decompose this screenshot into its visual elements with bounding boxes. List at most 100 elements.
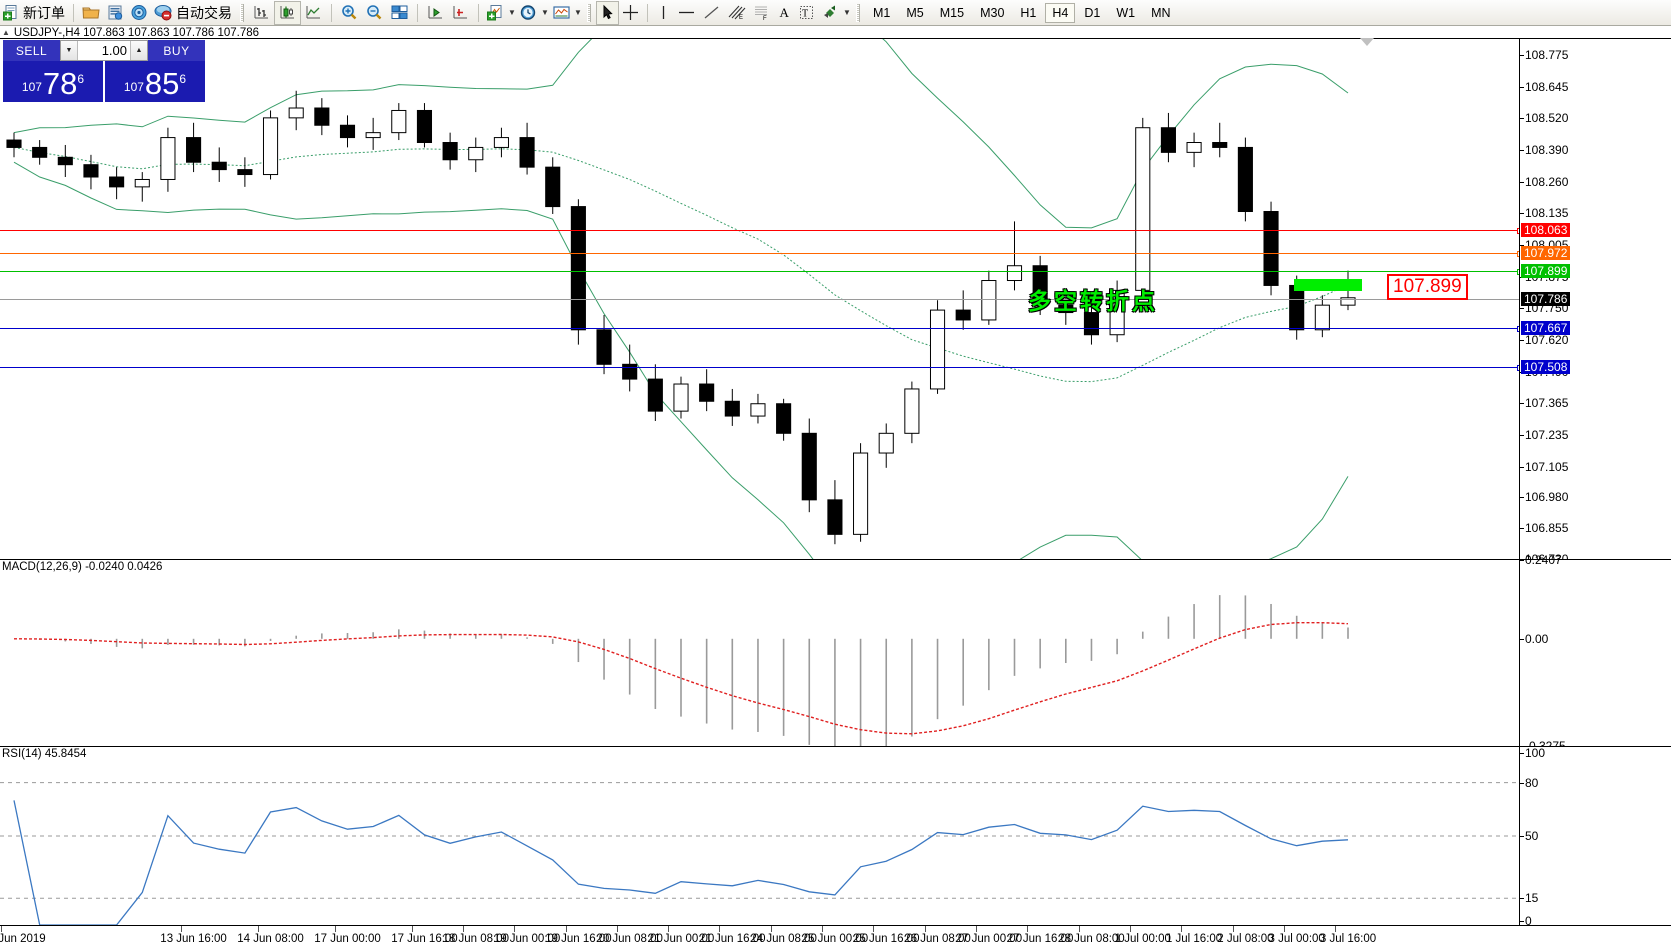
crosshair-tool-button[interactable] — [619, 1, 642, 25]
sell-price-button[interactable]: 107 78 6 — [3, 61, 103, 102]
sell-button-label[interactable]: SELL — [3, 40, 60, 61]
price-level-line[interactable] — [0, 268, 1523, 275]
toolbar-grip-2[interactable] — [587, 3, 591, 22]
price-chart-canvas[interactable] — [0, 39, 1519, 559]
trendline-tool-button[interactable] — [699, 1, 724, 25]
toolbar-divider-5 — [647, 3, 648, 22]
price-level-label[interactable]: 107.899 — [1521, 263, 1571, 278]
price-level-line[interactable] — [0, 326, 1523, 333]
rsi-label: RSI(14) 45.8454 — [2, 748, 87, 760]
volume-decrease-icon[interactable]: ▼ — [61, 41, 78, 60]
price-level-label[interactable]: 107.972 — [1521, 245, 1571, 260]
candlestick — [699, 369, 715, 412]
tile-windows-button[interactable] — [387, 1, 412, 25]
buy-button-label[interactable]: BUY — [148, 40, 205, 61]
zoom-out-button[interactable] — [362, 1, 387, 25]
arrows-dropdown-arrow[interactable]: ▼ — [843, 8, 851, 17]
candlestick — [1083, 295, 1100, 345]
toolbar-grip[interactable] — [240, 3, 244, 22]
green-highlight-rectangle[interactable] — [1294, 279, 1362, 291]
time-axis-separator — [873, 926, 875, 932]
one-click-trading-panel[interactable]: SELL ▼ 1.00 ▲ BUY 107 78 6 107 85 6 — [3, 40, 205, 102]
candlestick — [904, 381, 920, 444]
timeframe-m1[interactable]: M1 — [873, 5, 891, 20]
cursor-tool-button[interactable] — [596, 0, 619, 25]
candlestick-chart-button[interactable] — [274, 0, 301, 25]
auto-scroll-button[interactable] — [448, 1, 473, 25]
price-level-label[interactable]: 107.667 — [1521, 321, 1571, 336]
price-axis[interactable]: 108.775 108.645 108.520 108.390 108.260 108.1… — [1519, 39, 1671, 566]
timeframe-h1[interactable]: H1 — [1020, 5, 1037, 20]
candlestick — [365, 117, 381, 150]
macd-panel[interactable]: MACD(12,26,9) -0.0240 0.0426 0.24070.00-… — [0, 553, 1671, 753]
expert-advisors-icon-button[interactable] — [79, 1, 103, 25]
autotrading-label: 自动交易 — [176, 4, 232, 21]
price-level-line[interactable] — [0, 228, 1523, 235]
price-level-label[interactable]: 108.063 — [1521, 223, 1571, 238]
templates-button[interactable] — [549, 1, 574, 25]
price-axis-tick: 108.135 — [1519, 205, 1569, 220]
text-tool-button[interactable]: A — [774, 1, 795, 25]
price-level-label[interactable]: 107.508 — [1521, 360, 1571, 375]
arrows-tool-button[interactable] — [818, 1, 843, 25]
rsi-chart-canvas[interactable] — [0, 747, 1519, 925]
candlestick — [1058, 290, 1074, 325]
buy-price-button[interactable]: 107 85 6 — [105, 61, 205, 102]
volume-stepper[interactable]: ▼ 1.00 ▲ — [60, 40, 148, 61]
period-dropdown-arrow[interactable]: ▼ — [541, 8, 549, 17]
zoom-in-button[interactable] — [337, 1, 362, 25]
price-panel[interactable]: 多空转折点 107.899 108.775 108.645 108.520 108.3… — [0, 38, 1671, 566]
time-axis[interactable]: 13 Jun 2019 13 Jun 16:00 14 Jun 08:00 17 Ju… — [0, 925, 1671, 951]
price-level-line[interactable] — [0, 365, 1523, 372]
timeframe-d1[interactable]: D1 — [1084, 5, 1101, 20]
timeframe-w1[interactable]: W1 — [1116, 5, 1136, 20]
line-chart-button[interactable] — [301, 1, 326, 25]
horizontal-line-tool-button[interactable] — [674, 1, 699, 25]
terminal-icon-button[interactable] — [103, 1, 127, 25]
buy-price-integer: 107 — [123, 80, 144, 94]
toolbar-grip-3[interactable] — [856, 3, 860, 22]
template-icon — [552, 4, 571, 21]
time-axis-label: 25 Jun 00:00 — [801, 933, 869, 945]
vertical-line-tool-button[interactable] — [653, 1, 674, 25]
bar-chart-button[interactable] — [249, 1, 274, 25]
scroll-marker-icon[interactable] — [1360, 38, 1374, 46]
timeframe-m15[interactable]: M15 — [939, 5, 965, 20]
collapse-triangle-icon[interactable]: ▲ — [2, 28, 10, 37]
price-level-line[interactable] — [0, 250, 1523, 257]
text-label-tool-button[interactable]: T — [795, 1, 818, 25]
templates-dropdown-arrow[interactable]: ▼ — [574, 8, 582, 17]
folder-icon — [82, 4, 100, 21]
signals-icon-button[interactable] — [127, 1, 151, 25]
candlestick — [211, 147, 227, 182]
candlestick — [493, 127, 509, 158]
indicators-dropdown-arrow[interactable]: ▼ — [508, 8, 516, 17]
rsi-axis[interactable]: 100 80 50 15 0 — [1519, 746, 1671, 928]
new-order-button[interactable]: 新订单 — [0, 1, 68, 25]
autotrading-button[interactable]: 自动交易 — [151, 1, 235, 25]
timeframe-h4[interactable]: H4 — [1045, 2, 1076, 23]
chart-shift-button[interactable] — [423, 1, 448, 25]
price-tag-label[interactable]: 107.899 — [1387, 274, 1468, 300]
indicators-button[interactable] — [484, 1, 508, 25]
price-level-line[interactable] — [0, 298, 1519, 300]
time-axis-separator — [565, 926, 567, 932]
timeframe-m5[interactable]: M5 — [906, 5, 924, 20]
macd-chart-canvas[interactable] — [0, 560, 1519, 746]
volume-value[interactable]: 1.00 — [101, 43, 127, 58]
period-button[interactable] — [516, 1, 541, 25]
timeframe-m30[interactable]: M30 — [980, 5, 1005, 20]
chart-annotation-text[interactable]: 多空转折点 — [1028, 289, 1158, 315]
volume-increase-icon[interactable]: ▲ — [130, 41, 147, 60]
horizontal-line-icon — [677, 4, 696, 21]
equidistant-channel-tool-button[interactable]: E — [724, 1, 749, 25]
price-level-label[interactable]: 107.786 — [1521, 291, 1571, 306]
price-axis-tick: 106.980 — [1519, 490, 1569, 505]
chart-area[interactable]: ▲ USDJPY-,H4 107.863 107.863 107.786 107… — [0, 26, 1671, 951]
fibonacci-tool-button[interactable]: F — [749, 1, 774, 25]
auto-scroll-icon — [451, 4, 470, 21]
rsi-panel[interactable]: RSI(14) 45.8454 100 80 50 15 0 — [0, 746, 1671, 928]
timeframe-mn[interactable]: MN — [1151, 5, 1171, 20]
new-order-icon — [3, 4, 20, 21]
